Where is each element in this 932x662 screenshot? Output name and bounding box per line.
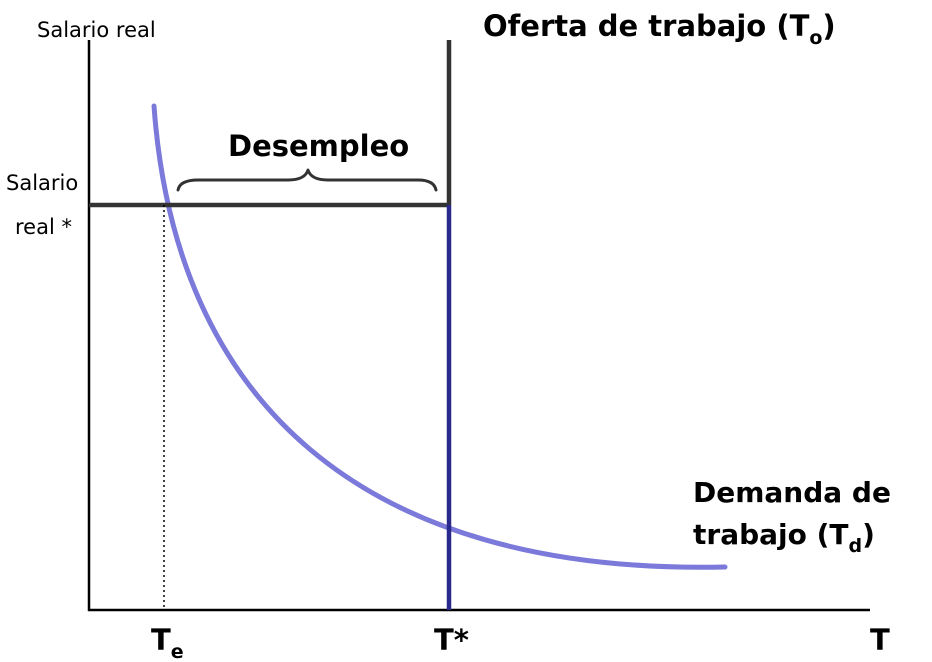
supply-label-subscript: o — [809, 27, 822, 49]
supply-label: Oferta de trabajo (To) — [483, 9, 836, 49]
supply-label-main: Oferta de trabajo (T — [483, 9, 810, 43]
y-axis-label: Salario real — [37, 18, 156, 42]
demand-curve — [151, 103, 728, 570]
demand-label-line1: Demanda de — [693, 476, 891, 509]
supply-label-close: ) — [822, 9, 835, 43]
x-tick-te-subscript: e — [171, 641, 184, 662]
x-tick-te-main: T — [151, 623, 171, 657]
real-wage-label-line2: real * — [15, 215, 72, 239]
unemployment-label: Desempleo — [228, 129, 409, 163]
x-tick-te: Te — [151, 623, 184, 662]
demand-label-close: ) — [862, 518, 875, 551]
real-wage-label-line1: Salario — [6, 171, 78, 195]
x-tick-tstar: T* — [434, 623, 469, 657]
x-axis-label: T — [870, 623, 890, 657]
demand-label-subscript: d — [849, 535, 863, 557]
demand-label-line2-main: trabajo (T — [693, 518, 849, 551]
unemployment-brace — [176, 168, 438, 192]
demand-label-line2: trabajo (Td) — [693, 518, 875, 557]
